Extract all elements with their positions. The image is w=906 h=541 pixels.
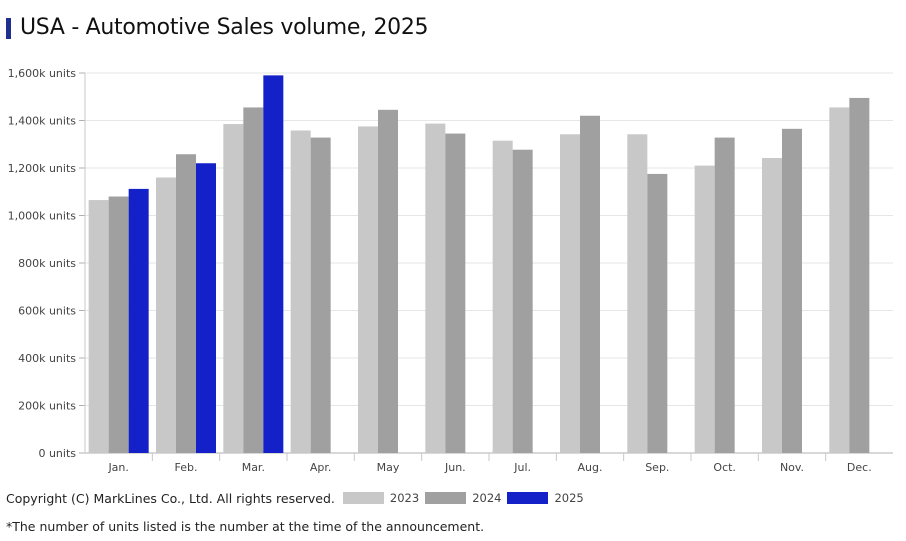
bar-2024-6 <box>512 149 533 453</box>
bar-2024-9 <box>714 137 735 453</box>
legend-item-2024[interactable]: 2024 <box>425 491 501 505</box>
copyright-text: Copyright (C) MarkLines Co., Ltd. All ri… <box>6 490 335 506</box>
footnote: *The number of units listed is the numbe… <box>6 519 485 534</box>
bar-2024-11 <box>849 97 870 453</box>
y-tick-label: 1,000k units <box>8 210 77 223</box>
x-tick-label: Feb. <box>175 461 198 474</box>
x-tick-label: Aug. <box>578 461 603 474</box>
bar-2023-3 <box>290 130 311 453</box>
bar-2023-7 <box>560 134 580 453</box>
title-accent-bar <box>6 18 11 39</box>
bar-2023-10 <box>762 158 782 453</box>
bar-2023-0 <box>88 200 109 453</box>
bar-2024-2 <box>243 107 264 453</box>
bar-2025-1 <box>196 163 216 453</box>
bar-2024-8 <box>647 173 668 453</box>
x-tick-label: Apr. <box>310 461 332 474</box>
y-tick-label: 0 units <box>38 447 76 460</box>
legend-swatch <box>425 492 467 504</box>
y-tick-label: 1,400k units <box>8 115 77 128</box>
y-tick-label: 1,200k units <box>8 162 77 175</box>
bar-2024-3 <box>310 137 331 453</box>
legend: 2023 2024 2025 <box>337 491 584 505</box>
bar-2023-11 <box>829 107 850 453</box>
footer-row: Copyright (C) MarkLines Co., Ltd. All ri… <box>6 489 584 507</box>
bar-2024-4 <box>378 109 398 453</box>
bar-2024-1 <box>176 154 196 453</box>
x-tick-label: Sep. <box>645 461 669 474</box>
bar-2023-8 <box>627 134 648 453</box>
bar-2024-5 <box>445 133 466 453</box>
bar-2025-2 <box>263 75 284 453</box>
x-tick-label: Jun. <box>444 461 466 474</box>
bar-2024-10 <box>782 128 802 453</box>
bar-2024-7 <box>580 115 600 453</box>
legend-swatch <box>342 492 384 504</box>
bar-2023-2 <box>223 124 244 453</box>
axis-layer: 0 units 200k units 400k units 600k units 800… <box>8 67 872 474</box>
legend-item-2023[interactable]: 2023 <box>342 491 420 505</box>
legend-label: 2024 <box>472 491 502 505</box>
bar-2023-4 <box>358 126 378 453</box>
x-tick-label: Nov. <box>780 461 804 474</box>
chart-area: 0 units 200k units 400k units 600k units 800… <box>8 67 893 474</box>
bar-2023-5 <box>425 123 446 454</box>
y-tick-label: 600k units <box>18 305 76 318</box>
bars-layer <box>88 75 870 454</box>
bar-2023-6 <box>492 140 513 453</box>
x-tick-label: May <box>377 461 400 474</box>
x-tick-label: Oct. <box>713 461 736 474</box>
bar-2024-0 <box>108 196 129 453</box>
legend-swatch <box>507 492 549 504</box>
bar-2023-1 <box>156 177 176 453</box>
x-tick-label: Mar. <box>242 461 265 474</box>
y-tick-label: 200k units <box>18 400 76 413</box>
legend-label: 2023 <box>389 491 420 505</box>
x-tick-label: Dec. <box>847 461 872 474</box>
legend-item-2025[interactable]: 2025 <box>507 491 584 505</box>
x-tick-label: Jan. <box>107 461 128 474</box>
y-tick-label: 1,600k units <box>8 67 77 80</box>
y-tick-label: 400k units <box>18 352 76 365</box>
bar-2025-0 <box>128 188 149 453</box>
x-tick-label: Jul. <box>513 461 531 474</box>
bar-2023-9 <box>694 165 715 453</box>
y-tick-label: 800k units <box>18 257 76 270</box>
legend-label: 2025 <box>554 491 584 505</box>
chart-title: USA - Automotive Sales volume, 2025 <box>20 15 429 40</box>
